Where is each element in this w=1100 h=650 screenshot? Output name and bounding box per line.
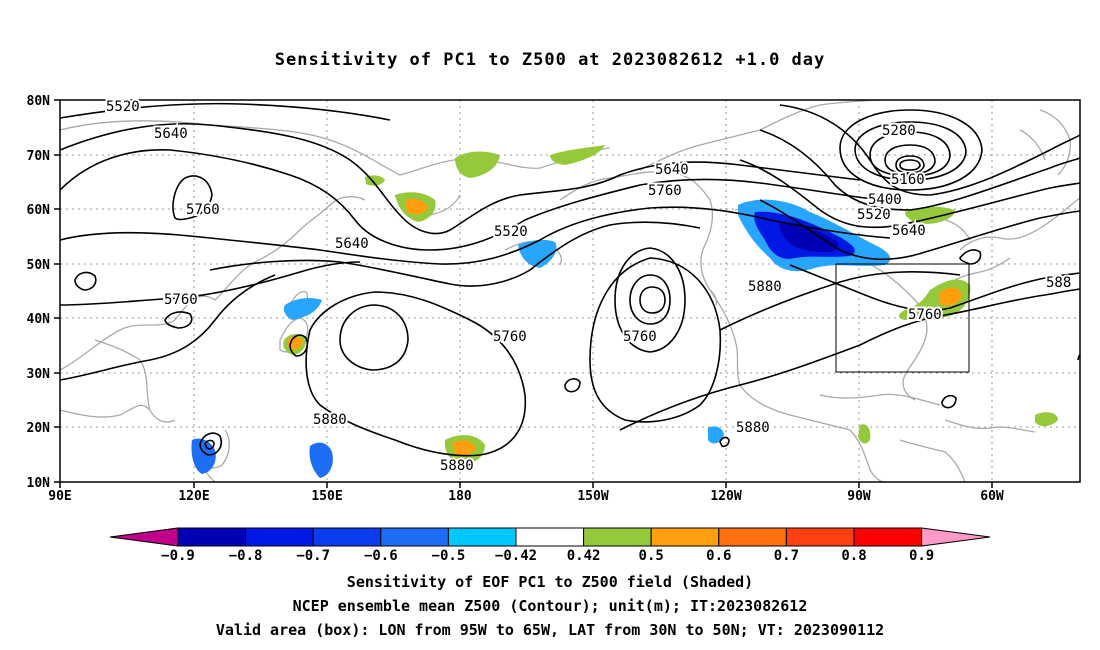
- colorbar-swatch: [718, 527, 787, 547]
- positive-region-east-siberia: [550, 145, 605, 165]
- lat-label: 20N: [27, 421, 51, 436]
- colorbar-label: 0.42: [567, 548, 601, 564]
- contour-label: 5880: [736, 420, 770, 436]
- contour-label: 5400: [868, 192, 902, 208]
- contour-label: 5520: [106, 99, 140, 115]
- colorbar-swatch: [853, 527, 923, 547]
- positive-region-labrador: [905, 206, 955, 224]
- footer-shaded-caption: Sensitivity of EOF PC1 to Z500 field (Sh…: [346, 573, 754, 591]
- contour-label: 5760: [908, 307, 942, 323]
- colorbar-label: −0.5: [432, 548, 466, 564]
- colorbar-arrow-left: [109, 527, 179, 547]
- map-frame: [59, 99, 1081, 483]
- z500-contours: [59, 102, 1081, 457]
- colorbar-swatch: [380, 527, 449, 547]
- lon-label: 60W: [980, 489, 1004, 504]
- negative-region-west-pacific: [309, 442, 333, 478]
- colorbar-swatch: [245, 527, 314, 547]
- colorbar-swatch: [515, 527, 585, 547]
- colorbar-label: 0.5: [639, 548, 664, 564]
- valid-area-box: [835, 263, 970, 373]
- footer-contour-caption: NCEP ensemble mean Z500 (Contour); unit(…: [292, 597, 808, 615]
- contour-label: 5640: [892, 223, 926, 239]
- contour-label: 5760: [493, 329, 527, 345]
- contour-label: 5760: [186, 202, 220, 218]
- negative-region-mexico: [708, 426, 724, 444]
- lat-label: 50N: [27, 258, 51, 273]
- contour-label: 5760: [164, 292, 198, 308]
- contour-label: 5880: [748, 279, 782, 295]
- positive-strong-kamchatka: [405, 198, 428, 215]
- contour-label: 5640: [335, 236, 369, 252]
- negative-region-philippines: [191, 438, 216, 474]
- colorbar-swatch: [177, 527, 247, 547]
- colorbar-label: 0.7: [774, 548, 799, 564]
- colorbar-label: −0.8: [229, 548, 263, 564]
- colorbar: [109, 527, 991, 547]
- lat-label: 10N: [27, 476, 51, 491]
- colorbar-swatch: [312, 527, 382, 547]
- footer-valid-area-caption: Valid area (box): LON from 95W to 65W, L…: [215, 621, 885, 639]
- positive-region-siberia: [455, 151, 500, 178]
- negative-region-alaska: [518, 239, 557, 268]
- contour-label: 5520: [857, 207, 891, 223]
- colorbar-labels: −0.9 −0.8 −0.7 −0.6 −0.5 −0.42 0.42 0.5 …: [161, 548, 934, 564]
- lat-label: 40N: [27, 312, 51, 327]
- colorbar-swatch: [447, 527, 517, 547]
- colorbar-label: 0.6: [706, 548, 731, 564]
- colorbar-swatch: [785, 527, 855, 547]
- lon-label: 150W: [577, 489, 608, 504]
- contour-label: 5760: [648, 183, 682, 199]
- contour-label: 5760: [623, 329, 657, 345]
- colorbar-label: −0.9: [161, 548, 195, 564]
- lon-label: 90E: [48, 489, 71, 504]
- lon-labels: 90E 120E 150E 180 150W 120W 90W 60W: [48, 489, 1004, 504]
- lat-label: 70N: [27, 149, 51, 164]
- positive-strong-northeast: [940, 287, 962, 306]
- contour-label: 5280: [882, 123, 916, 139]
- colorbar-label: 0.8: [841, 548, 866, 564]
- contour-label: 588: [1046, 275, 1071, 291]
- lon-label: 120E: [178, 489, 209, 504]
- lat-label: 80N: [27, 94, 51, 109]
- contour-label: 5640: [655, 162, 689, 178]
- colorbar-arrow-right: [921, 527, 991, 547]
- colorbar-label: −0.7: [296, 548, 330, 564]
- colorbar-label: 0.9: [909, 548, 934, 564]
- lat-ticks: [54, 99, 60, 483]
- colorbar-label: −0.42: [495, 548, 537, 564]
- colorbar-label: −0.6: [364, 548, 398, 564]
- strongest-negative-region: [779, 222, 839, 252]
- positive-strong-central-pacific: [452, 440, 476, 456]
- contour-labels: 5520 5640 5760 5640 5760 5520 5760 5880 …: [104, 97, 1073, 476]
- contour-label: 5160: [891, 172, 925, 188]
- contour-label: 5640: [154, 126, 188, 142]
- lon-label: 120W: [710, 489, 741, 504]
- lon-label: 90W: [847, 489, 871, 504]
- plot-title: Sensitivity of PC1 to Z500 at 2023082612…: [274, 50, 826, 70]
- negative-region-japan: [283, 297, 322, 320]
- lat-label: 60N: [27, 203, 51, 218]
- lat-label: 30N: [27, 367, 51, 382]
- lon-label: 180: [448, 489, 472, 504]
- lon-label: 150E: [311, 489, 342, 504]
- contour-label: 5880: [313, 412, 347, 428]
- colorbar-swatch: [583, 527, 652, 547]
- contour-label: 5520: [494, 224, 528, 240]
- lat-labels: 80N 70N 60N 50N 40N 30N 20N 10N: [27, 94, 51, 491]
- contour-label: 5880: [440, 458, 474, 474]
- colorbar-swatch: [650, 527, 720, 547]
- lon-ticks: [59, 482, 993, 488]
- shaded-sensitivity: [191, 145, 1058, 478]
- positive-region-atlantic: [1035, 412, 1058, 427]
- positive-region-caribbean: [858, 424, 871, 444]
